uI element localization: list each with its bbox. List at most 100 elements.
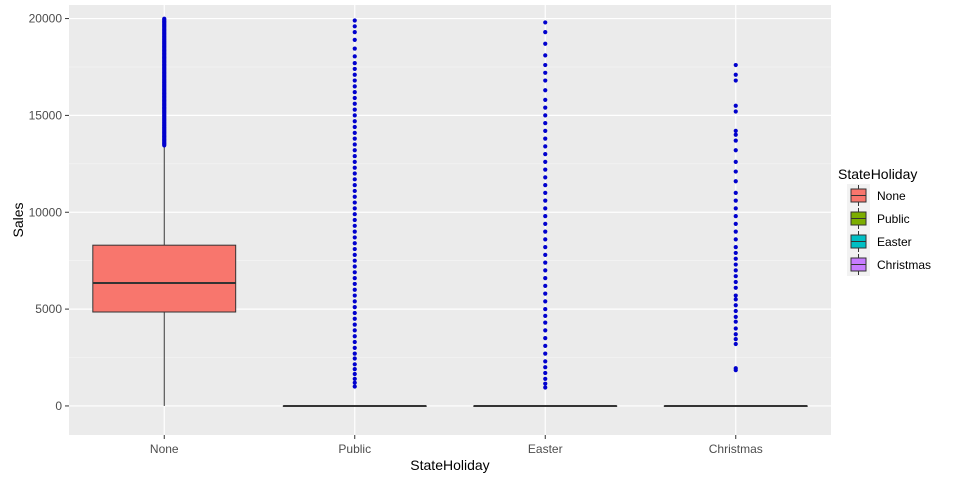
outlier-point [543, 30, 548, 35]
outliers [162, 16, 738, 390]
outlier-point [352, 90, 357, 95]
outlier-point [352, 345, 357, 350]
outlier-point [352, 200, 357, 205]
outlier-point [352, 153, 357, 159]
outlier-point [543, 343, 548, 349]
outlier-point [543, 336, 548, 341]
outlier-point [543, 276, 548, 281]
outlier-point [733, 128, 738, 134]
outlier-point [543, 62, 548, 68]
outlier-point [543, 385, 548, 390]
outlier-point [543, 105, 548, 110]
outlier-point [352, 252, 357, 257]
outlier-point [733, 190, 738, 195]
outlier-point [352, 316, 357, 321]
outlier-point [352, 322, 357, 327]
y-tick-label: 0 [55, 399, 62, 413]
y-axis-title: Sales [10, 202, 26, 237]
outlier-point [733, 297, 738, 302]
legend-label-public: Public [877, 212, 910, 226]
outlier-point [543, 206, 548, 211]
outlier-point [352, 328, 357, 333]
outlier-point [543, 136, 548, 141]
outlier-point [543, 359, 548, 364]
x-axis-title: StateHoliday [410, 457, 489, 473]
outlier-point [543, 365, 548, 370]
outlier-point [733, 245, 738, 250]
outlier-point [543, 283, 548, 288]
outlier-point [543, 152, 548, 157]
outlier-point [733, 159, 738, 164]
outlier-point [352, 24, 357, 29]
outlier-point [352, 384, 357, 389]
outlier-point [352, 46, 357, 51]
outlier-point [352, 171, 357, 176]
plot-panel [69, 5, 831, 435]
outlier-point [352, 119, 357, 124]
outlier-point [543, 351, 548, 356]
outlier-point [543, 53, 548, 58]
outlier-point [543, 313, 548, 318]
outlier-point [352, 177, 357, 182]
outlier-point [352, 270, 357, 275]
outlier-point [733, 229, 738, 234]
outlier-point [352, 376, 357, 381]
legend-label-easter: Easter [877, 235, 912, 249]
outlier-point [352, 61, 357, 66]
legend-title: StateHoliday [838, 166, 917, 182]
x-tick-label: Easter [528, 442, 563, 456]
outlier-point [733, 274, 738, 279]
outlier-point [352, 113, 357, 118]
outlier-point [352, 206, 357, 211]
outlier-point [352, 72, 357, 77]
outlier-point [543, 20, 548, 25]
outlier-point [733, 103, 738, 108]
outlier-point [352, 183, 357, 188]
outlier-point [543, 88, 548, 93]
x-tick-label: None [150, 442, 179, 456]
x-tick-label: Christmas [709, 442, 763, 456]
outlier-point [543, 144, 548, 149]
outlier-point [733, 293, 738, 298]
outlier-point [352, 293, 357, 298]
outlier-point [352, 66, 357, 72]
outlier-point [352, 124, 357, 130]
outlier-point [352, 264, 357, 269]
outlier-point [352, 281, 357, 287]
outlier-point [352, 351, 357, 356]
outlier-point [352, 356, 357, 361]
outlier-point [352, 37, 357, 42]
outlier-point [543, 183, 548, 188]
outlier-point [733, 308, 738, 314]
outlier-point [352, 223, 357, 228]
outlier-point [352, 95, 357, 101]
outlier-point [352, 107, 357, 112]
outlier-point [543, 198, 548, 203]
outlier-point [543, 376, 548, 381]
outlier-point [352, 287, 357, 292]
outlier-point [352, 84, 357, 89]
outlier-point [352, 30, 357, 35]
outlier-point [352, 18, 357, 23]
outlier-point [543, 190, 548, 195]
outlier-point [543, 237, 548, 242]
outlier-point [733, 206, 738, 211]
outlier-point [352, 380, 357, 385]
outlier-point [733, 279, 738, 285]
outlier-point [352, 217, 357, 223]
outlier-point [352, 165, 357, 170]
outlier-point [352, 229, 357, 234]
outlier-point [733, 214, 738, 219]
outlier-point [352, 136, 357, 141]
outlier-point [733, 132, 738, 137]
outlier-point [543, 328, 548, 333]
outlier-point [543, 221, 548, 226]
outlier-point [733, 179, 738, 184]
outlier-point [543, 291, 548, 296]
outlier-point [733, 138, 738, 143]
outlier-point [733, 237, 738, 242]
outlier-point [352, 212, 357, 217]
outlier-point [352, 188, 357, 194]
outlier-point [733, 319, 738, 324]
outlier-point [352, 258, 357, 263]
